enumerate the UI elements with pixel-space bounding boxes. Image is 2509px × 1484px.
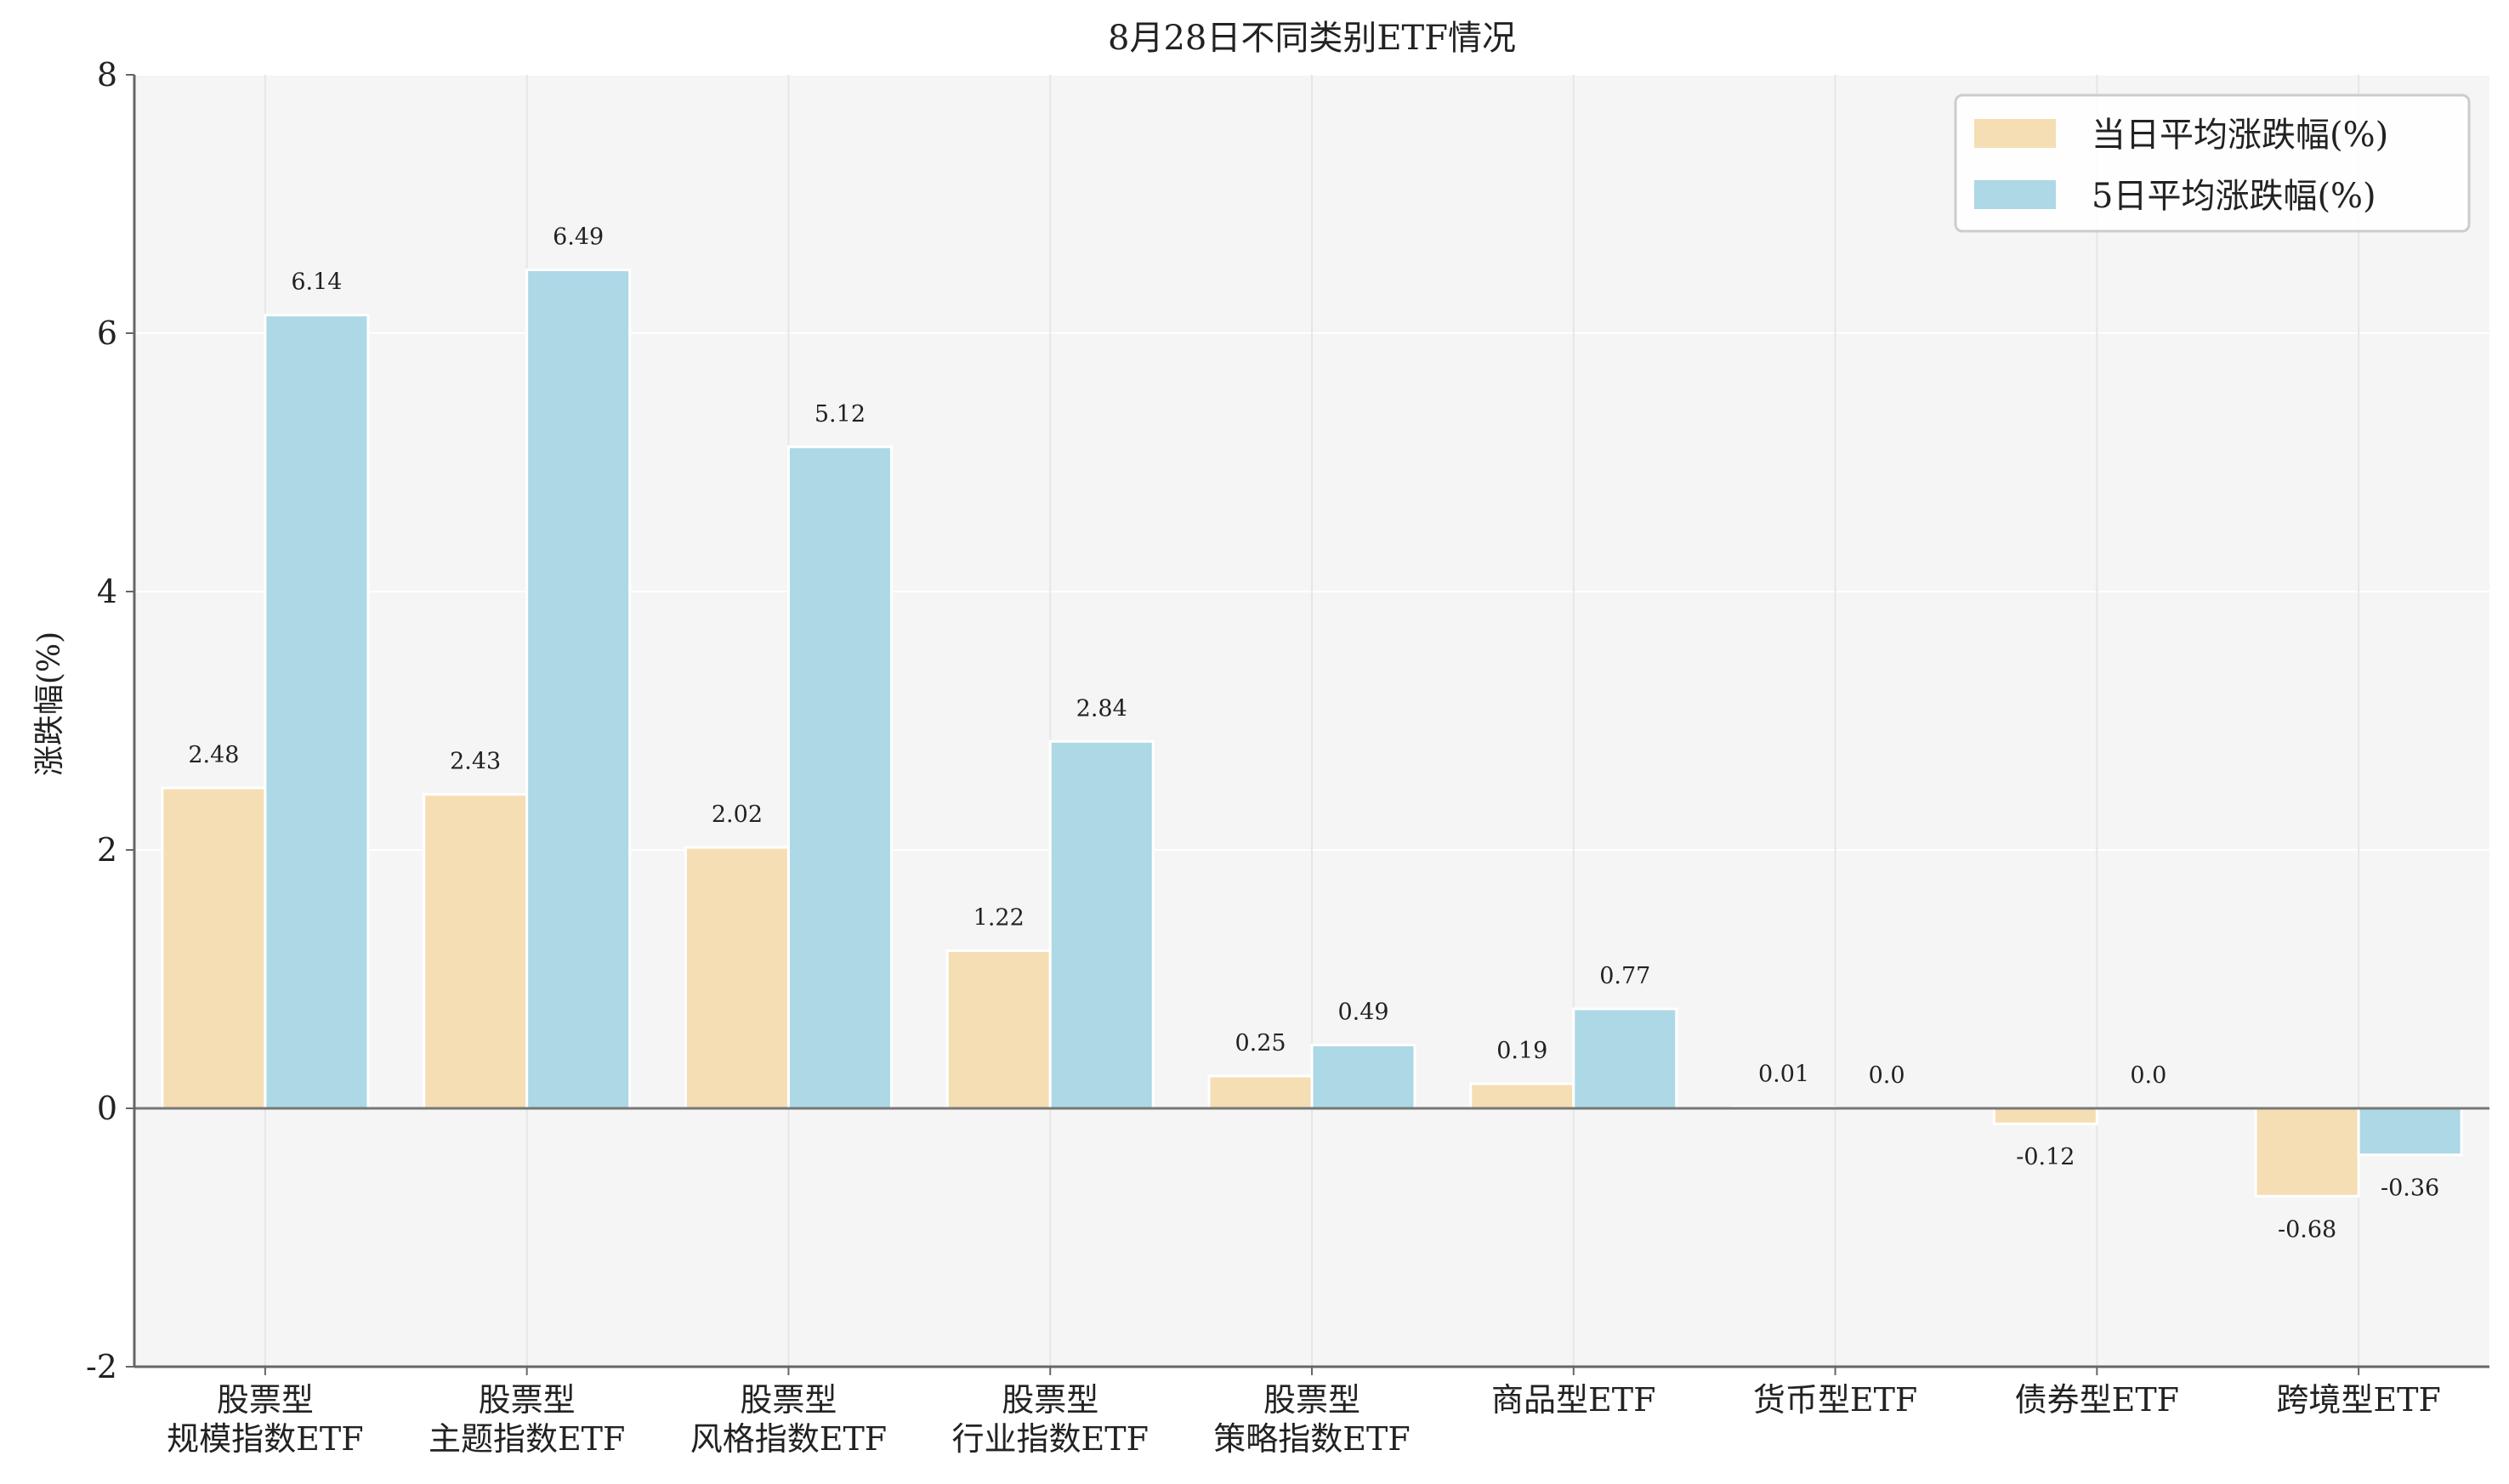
data-label: 0.19: [1496, 1038, 1547, 1064]
legend-label: 5日平均涨跌幅(%): [2092, 177, 2376, 216]
axis-layer: -202468股票型规模指数ETF股票型主题指数ETF股票型风格指数ETF股票型…: [86, 56, 2489, 1458]
data-label: 0.49: [1337, 1000, 1388, 1026]
y-tick-label: -2: [86, 1348, 117, 1385]
x-tick-label: 债券型ETF: [2015, 1381, 2179, 1419]
data-label: 6.14: [291, 269, 342, 296]
y-tick-label: 8: [97, 56, 117, 93]
data-label: 2.02: [712, 801, 763, 828]
legend: 当日平均涨跌幅(%) 5日平均涨跌幅(%): [1954, 93, 2471, 233]
legend-label: 当日平均涨跌幅(%): [2092, 116, 2388, 155]
x-tick-label: 股票型: [479, 1381, 576, 1419]
x-tick-label: 跨境型ETF: [2276, 1381, 2440, 1419]
x-tick-label: 风格指数ETF: [690, 1420, 887, 1458]
bar: [264, 314, 370, 1110]
y-tick-label: 0: [97, 1090, 117, 1127]
y-tick-label: 2: [97, 831, 117, 869]
x-tick-label: 规模指数ETF: [167, 1420, 363, 1458]
data-label-layer: 2.48 2.43 2.02 1.22 0.25 0.19 0.01 -0.12 -0.68 6.…: [188, 224, 2439, 1243]
data-label: -0.12: [2016, 1144, 2075, 1170]
data-label: 2.48: [188, 742, 239, 768]
x-tick-label: 商品型ETF: [1491, 1381, 1655, 1419]
data-label: 0.25: [1235, 1030, 1286, 1056]
legend-swatch: [1974, 180, 2056, 209]
chart-title: 8月28日不同类别ETF情况: [1108, 19, 1516, 58]
data-label: -0.68: [2278, 1216, 2336, 1243]
bar: [1469, 1082, 1575, 1110]
bar: [684, 846, 790, 1110]
legend-swatch: [1974, 119, 2056, 148]
data-label: 6.49: [553, 224, 604, 251]
x-tick-label: 策略指数ETF: [1213, 1420, 1410, 1458]
data-label: 1.22: [974, 905, 1025, 932]
x-tick-label: 行业指数ETF: [951, 1420, 1148, 1458]
data-label: -0.36: [2381, 1175, 2439, 1202]
data-label: 0.01: [1758, 1061, 1809, 1087]
data-label: 0.77: [1599, 963, 1650, 989]
y-tick-label: 4: [97, 573, 117, 610]
data-label: 2.43: [450, 749, 501, 775]
bar: [2254, 1107, 2360, 1198]
data-label: 5.12: [815, 401, 866, 428]
y-axis-label: 涨跌幅(%): [32, 632, 67, 776]
x-tick-label: 主题指数ETF: [429, 1420, 625, 1458]
bar: [945, 949, 1052, 1110]
x-tick-label: 股票型: [1263, 1381, 1360, 1419]
bar: [525, 269, 632, 1110]
x-tick-label: 股票型: [1002, 1381, 1098, 1419]
bar: [1992, 1107, 2098, 1125]
bar: [1207, 1074, 1314, 1110]
bar: [423, 793, 529, 1110]
bar: [786, 445, 893, 1110]
data-label: 2.84: [1076, 695, 1127, 722]
bar: [1572, 1007, 1678, 1110]
legend-box: [1954, 93, 2471, 233]
x-tick-label: 股票型: [740, 1381, 837, 1419]
y-tick-label: 6: [97, 314, 117, 352]
bar: [2357, 1107, 2463, 1157]
data-label: 0.0: [1869, 1062, 1905, 1089]
bar: [161, 786, 267, 1110]
x-tick-label: 货币型ETF: [1753, 1381, 1917, 1419]
bar: [1048, 739, 1155, 1110]
x-tick-label: 股票型: [217, 1381, 314, 1419]
data-label: 0.0: [2130, 1062, 2166, 1089]
bar-layer: [134, 269, 2489, 1198]
bar: [1310, 1044, 1416, 1110]
